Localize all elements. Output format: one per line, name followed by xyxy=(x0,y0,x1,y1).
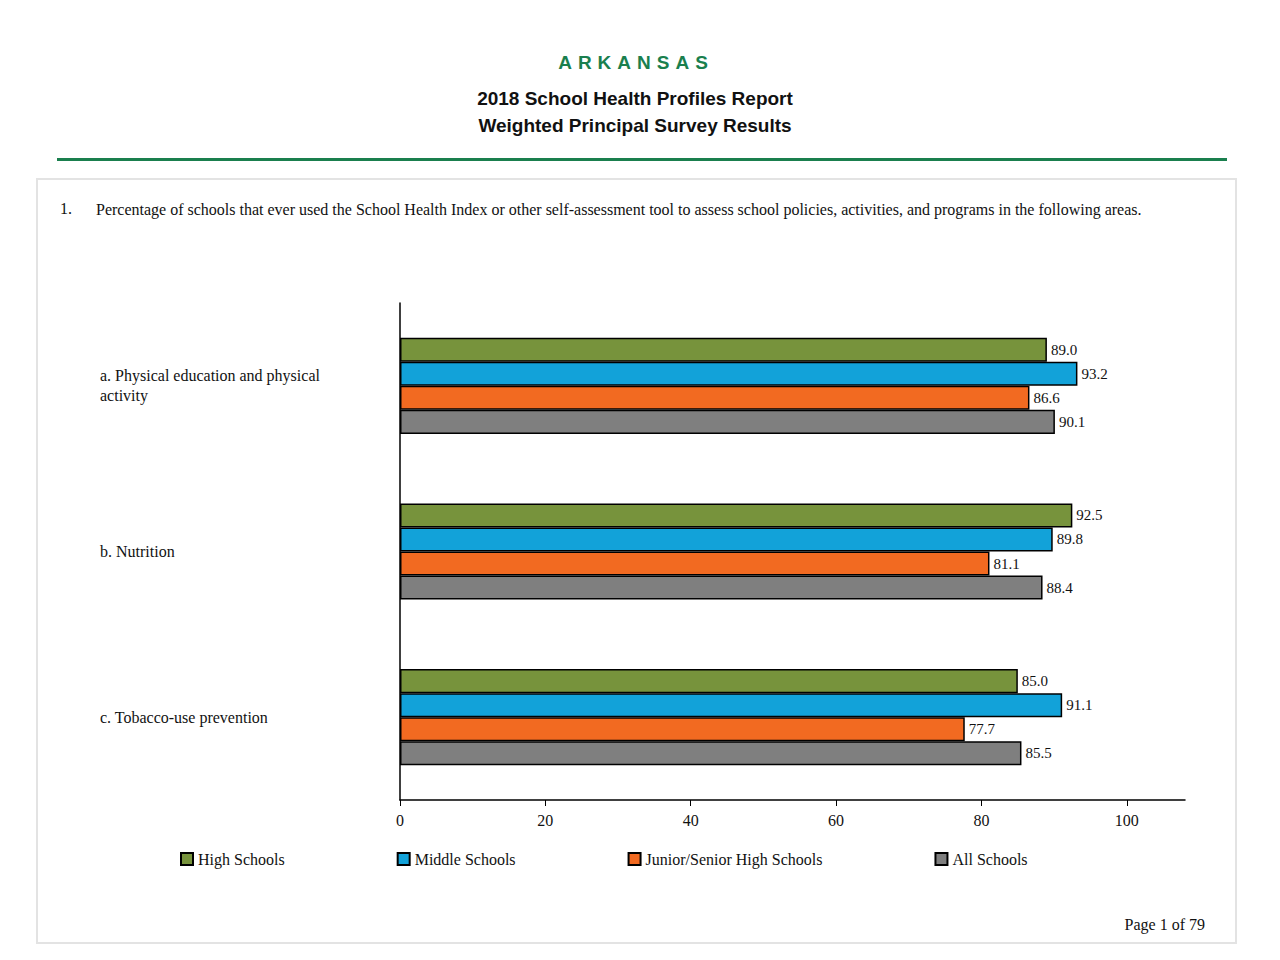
svg-text:89.0: 89.0 xyxy=(1051,342,1077,358)
svg-text:activity: activity xyxy=(100,387,148,405)
svg-text:85.5: 85.5 xyxy=(1025,745,1051,761)
svg-text:a. Physical education and phys: a. Physical education and physical xyxy=(100,367,324,385)
svg-text:b. Nutrition: b. Nutrition xyxy=(100,543,175,560)
svg-text:90.1: 90.1 xyxy=(1059,414,1085,430)
html-text:1.: 1. xyxy=(60,200,72,217)
html-text:2018 School Health Profiles Re: 2018 School Health Profiles Report xyxy=(477,88,793,109)
svg-text:20: 20 xyxy=(537,812,553,829)
svg-text:77.7: 77.7 xyxy=(969,721,996,737)
svg-text:c. Tobacco-use prevention: c. Tobacco-use prevention xyxy=(100,709,268,727)
svg-text:40: 40 xyxy=(683,812,699,829)
html-text:ARKANSAS: ARKANSAS xyxy=(558,52,714,73)
html-text:Weighted Principal Survey Resu: Weighted Principal Survey Results xyxy=(478,115,792,136)
svg-text:91.1: 91.1 xyxy=(1066,697,1092,713)
html-text:Page 1 of 79: Page 1 of 79 xyxy=(1124,916,1205,933)
svg-text:100: 100 xyxy=(1115,812,1139,829)
svg-text:93.2: 93.2 xyxy=(1081,366,1107,382)
html-text:Percentage of schools that eve: Percentage of schools that ever used the… xyxy=(96,201,1142,218)
svg-text:60: 60 xyxy=(828,812,844,829)
svg-text:88.4: 88.4 xyxy=(1047,580,1074,596)
svg-text:80: 80 xyxy=(973,812,989,829)
svg-text:92.5: 92.5 xyxy=(1076,507,1102,523)
svg-text:0: 0 xyxy=(396,812,404,829)
svg-text:Middle Schools: Middle Schools xyxy=(415,851,516,868)
svg-text:High Schools: High Schools xyxy=(198,851,285,869)
svg-text:86.6: 86.6 xyxy=(1033,390,1060,406)
svg-text:Junior/Senior High Schools: Junior/Senior High Schools xyxy=(646,851,823,869)
svg-text:81.1: 81.1 xyxy=(993,556,1019,572)
svg-text:89.8: 89.8 xyxy=(1057,531,1083,547)
svg-text:All Schools: All Schools xyxy=(952,851,1027,868)
svg-text:85.0: 85.0 xyxy=(1022,673,1048,689)
